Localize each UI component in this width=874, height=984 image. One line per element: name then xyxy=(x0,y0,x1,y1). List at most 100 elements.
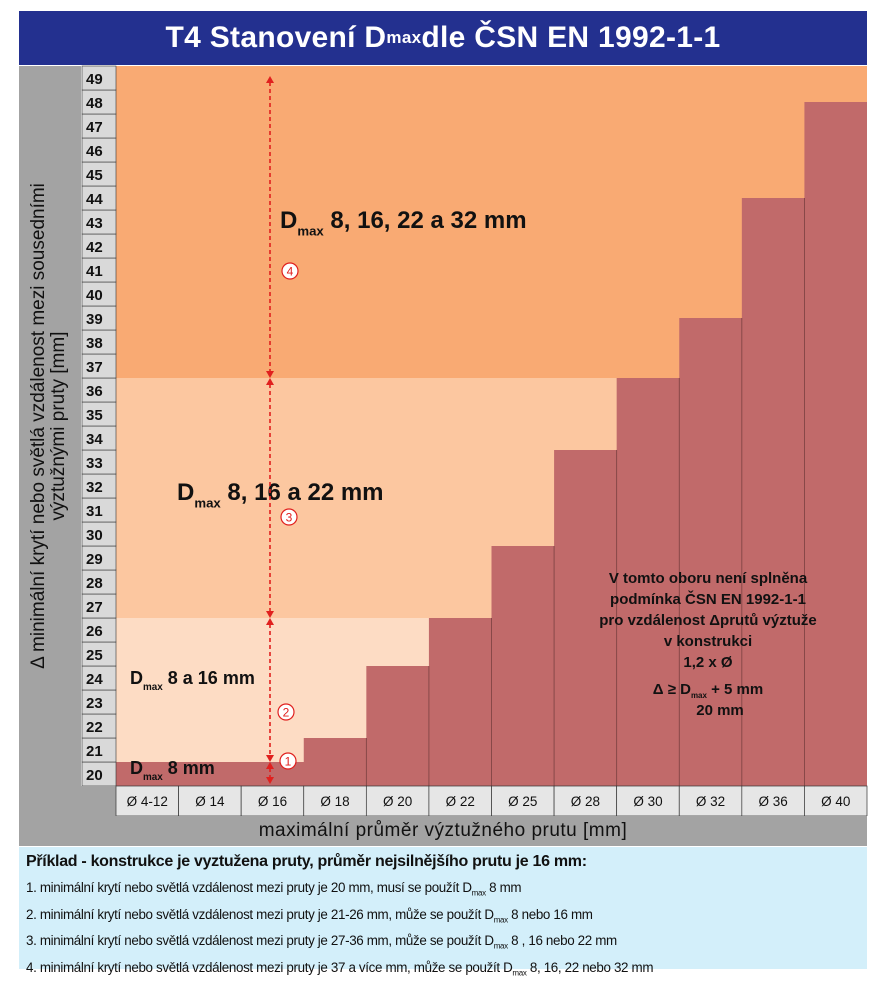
example-lines: 1. minimální krytí nebo světlá vzdálenos… xyxy=(26,877,860,984)
y-tick-label: 25 xyxy=(86,647,103,664)
y-tick-cell xyxy=(81,713,117,739)
example-line: 1. minimální krytí nebo světlá vzdálenos… xyxy=(26,880,522,898)
x-tick-cell xyxy=(365,785,430,816)
y-tick-label: 23 xyxy=(86,695,103,712)
y-axis-title-line2: výztužnými pruty [mm] xyxy=(48,332,69,521)
title-sub: max xyxy=(386,28,422,47)
zone-4-arrow-head-down xyxy=(266,371,274,378)
y-tick-label: 32 xyxy=(86,479,103,496)
y-tick-cell xyxy=(81,281,117,307)
y-tick-cell xyxy=(81,425,117,451)
example-title: Příklad - konstrukce je vyztužena pruty,… xyxy=(26,853,587,870)
y-tick-label: 24 xyxy=(86,671,103,688)
invalid-note-line: v konstrukci xyxy=(664,633,752,650)
y-tick-label: 30 xyxy=(86,527,103,544)
y-tick-label: 35 xyxy=(86,407,103,424)
invalid-note-line: podmínka ČSN EN 1992-1-1 xyxy=(610,590,806,608)
dmax-chart: Δ minimální krytí nebo světlá vzdálenost… xyxy=(19,65,868,816)
x-tick-label: Ø 18 xyxy=(320,794,349,809)
zone-2-arrow-head-down xyxy=(266,755,274,762)
y-tick-label: 38 xyxy=(86,335,103,352)
y-tick-cell xyxy=(81,761,117,787)
y-tick-label: 31 xyxy=(86,503,103,520)
y-tick-cell xyxy=(81,593,117,619)
title-suffix: dle ČSN EN 1992-1-1 xyxy=(421,21,721,54)
x-tick-label: Ø 4-12 xyxy=(127,794,168,809)
zone-4-arrow-head-up xyxy=(266,76,274,83)
y-tick-label: 37 xyxy=(86,359,103,376)
y-tick-label: 27 xyxy=(86,599,103,616)
y-tick-cell xyxy=(81,401,117,427)
marker-3: 3 xyxy=(286,511,293,525)
y-tick-cell xyxy=(81,137,117,163)
invalid-note-line: 1,2 x Ø xyxy=(683,654,733,671)
y-tick-label: 33 xyxy=(86,455,103,472)
x-tick-cell xyxy=(616,785,680,816)
y-tick-cell xyxy=(81,521,117,547)
example-line: 2. minimální krytí nebo světlá vzdálenos… xyxy=(26,906,593,925)
y-tick-cell xyxy=(81,569,117,595)
y-axis-title-bar xyxy=(19,66,81,816)
invalid-note-formula: Δ ≥ Dmax + 5 mm xyxy=(653,681,763,700)
y-tick-cell xyxy=(81,617,117,643)
y-tick-label: 40 xyxy=(86,287,103,304)
y-tick-cell xyxy=(81,737,117,763)
zone-labels: Dmax 8 mm Dmax 8 a 16 mm Dmax 8, 16 a 22 m… xyxy=(130,207,817,783)
x-tick-label: Ø 16 xyxy=(258,794,287,809)
marker-1-circle xyxy=(279,752,297,770)
zone-1-label: Dmax 8 mm xyxy=(130,758,215,783)
x-tick-label: Ø 36 xyxy=(758,794,787,809)
x-tick-label: Ø 28 xyxy=(571,794,600,809)
y-tick-label: 20 xyxy=(86,767,103,784)
x-tick-cell xyxy=(303,785,367,816)
y-tick-label: 26 xyxy=(86,623,103,640)
zone-4-label: Dmax 8, 16, 22 a 32 mm xyxy=(280,207,527,239)
y-tick-label: 29 xyxy=(86,551,103,568)
y-tick-label: 41 xyxy=(86,263,103,280)
x-tick-label: Ø 25 xyxy=(508,794,537,809)
y-tick-label: 36 xyxy=(86,383,103,400)
y-tick-cell xyxy=(81,89,117,115)
y-tick-cell xyxy=(81,377,117,403)
y-tick-label: 47 xyxy=(86,119,103,136)
x-tick-cell xyxy=(678,785,743,816)
x-tick-label: Ø 20 xyxy=(383,794,412,809)
y-tick-label: 48 xyxy=(86,95,103,112)
title-prefix: T4 Stanovení D xyxy=(165,21,387,54)
x-tick-cell xyxy=(240,785,305,816)
y-axis-title-line1: Δ minimální krytí nebo světlá vzdálenost… xyxy=(28,183,49,669)
y-tick-label: 45 xyxy=(86,167,103,184)
marker-4-circle xyxy=(281,262,299,280)
x-axis-corner xyxy=(19,786,116,816)
marker-2-circle xyxy=(277,703,295,721)
y-tick-cell xyxy=(81,449,117,475)
marker-3-circle xyxy=(280,508,298,526)
x-tick-label: Ø 14 xyxy=(195,794,225,809)
y-tick-label: 43 xyxy=(86,215,103,232)
y-tick-label: 42 xyxy=(86,239,103,256)
y-tick-label: 21 xyxy=(86,743,103,760)
zone-2-arrow-head-up xyxy=(266,618,274,625)
grid-lines xyxy=(365,198,805,786)
zone-2-label: Dmax 8 a 16 mm xyxy=(130,668,255,693)
zone-3-arrow-head-up xyxy=(266,378,274,385)
x-tick-label: Ø 32 xyxy=(696,794,725,809)
example-line: 4. minimální krytí nebo světlá vzdálenos… xyxy=(26,960,654,978)
y-tick-label: 49 xyxy=(86,71,103,88)
x-tick-cell xyxy=(741,785,805,816)
y-axis: Δ minimální krytí nebo světlá vzdálenost… xyxy=(19,65,117,816)
y-tick-cell xyxy=(81,257,117,283)
y-tick-label: 22 xyxy=(86,719,103,736)
marker-2: 2 xyxy=(283,706,290,720)
y-tick-label: 28 xyxy=(86,575,103,592)
example-line: 3. minimální krytí nebo světlá vzdálenos… xyxy=(26,933,617,952)
y-tick-label: 39 xyxy=(86,311,103,328)
x-axis: Ø 4-12 Ø 14 Ø 16 Ø 18 Ø 20 Ø 22 Ø 25 Ø 28 Ø 30 Ø … xyxy=(19,785,868,816)
zone-3-label: Dmax 8, 16 a 22 mm xyxy=(177,479,384,511)
zone-1-arrow-head-up xyxy=(266,762,274,769)
x-tick-cell xyxy=(178,785,242,816)
zone-1-arrow-head-down xyxy=(266,777,274,784)
invalid-note-line: V tomto oboru není splněna xyxy=(609,570,808,587)
invalid-note-line: pro vzdálenost Δprutů výztuže xyxy=(599,612,816,629)
